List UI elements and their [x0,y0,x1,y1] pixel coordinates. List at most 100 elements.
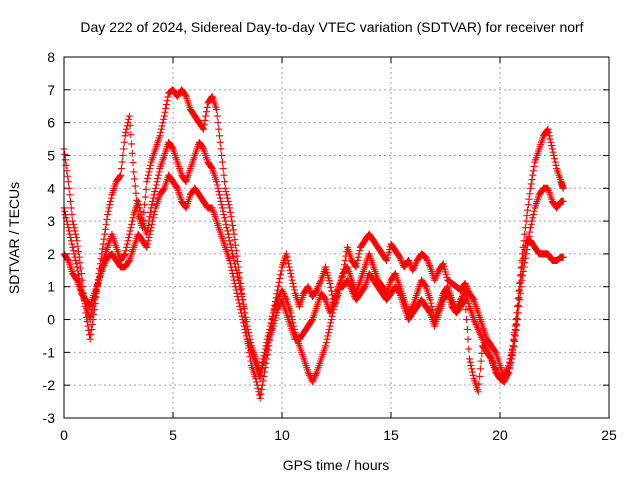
data-point [152,184,160,192]
data-point [103,215,111,223]
data-point [120,138,128,146]
data-point [61,211,69,219]
data-point [504,363,512,371]
data-point [475,380,483,388]
data-point [85,326,93,334]
data-point [460,288,468,296]
data-point [515,294,523,302]
data-point [72,256,80,264]
data-point [64,172,72,180]
data-point [506,355,514,363]
data-point [67,237,75,245]
data-point [157,128,165,136]
data-point [260,358,268,366]
data-point [285,263,293,271]
data-point [547,138,555,146]
data-point [65,184,73,192]
data-point [516,278,524,286]
data-point [471,319,479,327]
data-point [151,188,159,196]
data-point [312,370,320,378]
data-point [258,386,266,394]
data-point [145,168,153,176]
data-point [545,132,553,140]
data-point [502,368,510,376]
x-tick-label: 5 [169,427,177,443]
data-point [474,325,482,333]
data-point [346,283,354,291]
data-point [468,368,476,376]
data-point [305,370,313,378]
data-point [231,236,239,244]
data-point [123,240,131,248]
data-point [511,332,519,340]
data-point [134,197,142,205]
data-point [548,145,556,153]
data-point [426,261,434,269]
data-point [67,234,75,241]
data-point [529,167,537,175]
data-point [64,178,72,186]
data-point [463,325,471,333]
data-point [551,155,558,163]
data-point [515,302,523,310]
data-point [469,371,477,379]
data-point [269,312,277,320]
data-point [409,266,417,274]
data-point [69,243,77,251]
data-point [513,314,521,322]
data-point [122,247,130,255]
data-point [477,357,485,365]
data-point [235,299,243,307]
data-point [254,384,262,392]
data-point [263,342,271,350]
data-point [215,188,223,196]
data-point [463,316,471,324]
data-point [512,320,520,328]
data-point [277,271,285,279]
data-point [66,230,74,238]
data-point [162,104,170,112]
data-point [231,283,239,291]
data-point [257,371,265,379]
data-point [99,240,107,248]
data-point [309,376,317,384]
data-point [513,321,521,329]
data-point [61,150,69,158]
data-point [354,256,362,264]
data-point [202,108,210,116]
data-point [220,171,228,179]
data-point [200,125,208,133]
data-point [136,207,144,215]
data-point [460,297,468,305]
y-tick-label: 3 [47,213,55,229]
data-point [343,276,351,284]
data-point [530,162,538,170]
data-point [74,242,82,250]
y-tick-label: 4 [47,180,55,196]
data-point [104,207,112,215]
data-point [232,286,240,294]
data-point [61,156,69,164]
data-point [274,306,282,314]
data-point [274,282,282,290]
y-axis-label: SDTVAR / TECUs [6,182,22,294]
data-point [426,308,434,316]
data-point [411,261,419,269]
data-point [121,132,129,140]
data-point [508,348,516,356]
data-point [529,211,537,219]
data-point [160,185,168,193]
data-point [466,358,474,366]
data-point [500,378,508,386]
data-point [222,220,230,228]
data-point [276,275,284,283]
data-point [163,97,171,105]
data-point [125,234,133,241]
data-point [287,273,295,281]
data-point [514,295,522,303]
data-point [199,124,207,132]
data-point [479,337,487,345]
data-point [516,286,524,294]
